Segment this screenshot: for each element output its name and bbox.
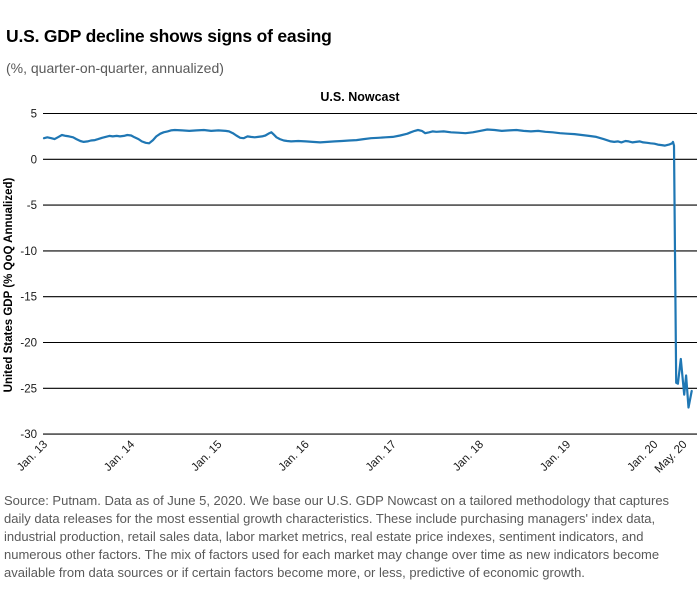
x-tick-label: Jan. 14	[102, 438, 138, 474]
x-tick-label: Jan. 18	[451, 439, 486, 474]
nowcast-line-series	[42, 128, 693, 409]
x-tick-label: May. 20	[653, 439, 690, 476]
y-tick-label: -20	[20, 338, 37, 350]
x-tick-label: Jan. 13	[15, 439, 50, 474]
y-tick-label: 5	[31, 109, 37, 121]
chart-title: U.S. Nowcast	[320, 90, 400, 104]
y-tick-label: -25	[20, 383, 37, 395]
y-tick-label: -5	[27, 200, 37, 212]
y-axis-label: United States GDP (% QoQ Annualized)	[3, 177, 15, 392]
x-tick-labels: Jan. 13 Jan. 14 Jan. 15 Jan. 16 Jan. 17 Jan. …	[15, 438, 690, 475]
x-tick-label: Jan. 19	[538, 439, 573, 474]
x-tick-label: Jan. 15	[189, 439, 224, 474]
y-tick-labels: 5 0 -5 -10 -15 -20 -25 -30	[20, 109, 37, 442]
y-tick-label: -15	[20, 292, 37, 304]
y-tick-label: -30	[20, 429, 37, 441]
x-tick-label: Jan. 16	[277, 439, 312, 474]
y-tick-label: -10	[20, 246, 37, 258]
page-title: U.S. GDP decline shows signs of easing	[6, 26, 332, 46]
x-tick-label: Jan. 17	[364, 439, 399, 474]
y-tick-label: 0	[31, 154, 37, 166]
source-note: Source: Putnam. Data as of June 5, 2020.…	[4, 493, 670, 580]
page-subtitle: (%, quarter-on-quarter, annualized)	[6, 60, 224, 76]
gridlines	[43, 112, 697, 435]
gdp-nowcast-chart: U.S. Nowcast United States GDP (% QoQ An…	[3, 90, 697, 475]
